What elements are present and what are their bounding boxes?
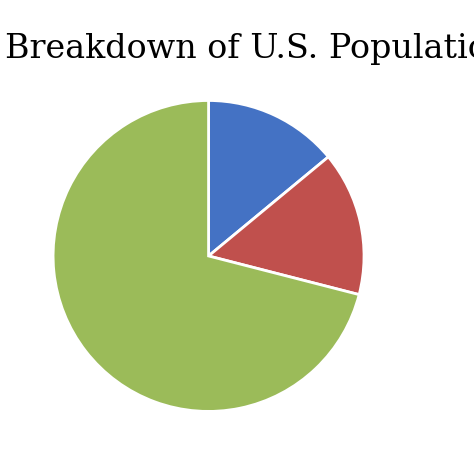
Wedge shape — [209, 157, 364, 295]
Wedge shape — [53, 100, 359, 411]
Wedge shape — [209, 100, 328, 256]
Text: Breakdown of U.S. Population: Breakdown of U.S. Population — [5, 33, 474, 65]
